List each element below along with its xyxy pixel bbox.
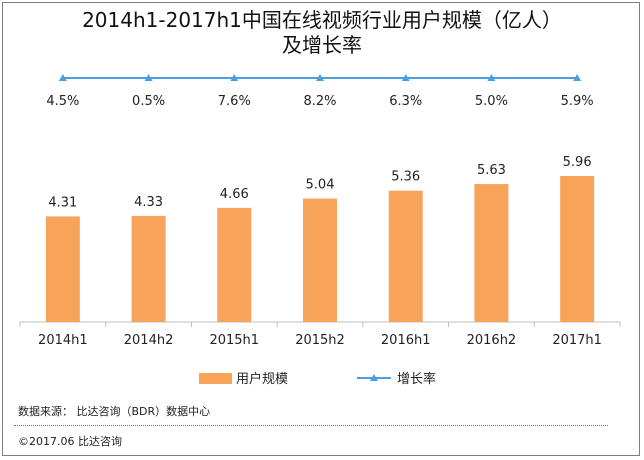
growth-rate-point [401, 74, 410, 81]
footer-divider [14, 425, 608, 426]
bar-value-label: 4.66 [220, 187, 249, 202]
legend-bar-label: 用户规模 [236, 371, 288, 387]
bar [474, 184, 509, 322]
growth-rate-label: 5.9% [561, 94, 594, 109]
growth-rate-label: 6.3% [389, 94, 422, 109]
chart-title-line-1: 2014h1-2017h1中国在线视频行业用户规模（亿人） [82, 8, 562, 32]
bar [303, 198, 337, 322]
growth-rate-point [230, 74, 239, 81]
x-tick-label: 2016h2 [467, 333, 517, 348]
legend-line-marker [370, 374, 378, 381]
x-tick-label: 2015h2 [295, 333, 345, 348]
bar [217, 207, 252, 322]
x-tick-label: 2015h1 [209, 333, 259, 348]
growth-rate-point [58, 74, 67, 81]
x-tick-label: 2016h1 [381, 333, 431, 348]
bar-value-label: 5.36 [391, 170, 420, 185]
bar-value-label: 5.63 [477, 163, 506, 178]
copyright: ©2017.06 比达咨询 [18, 435, 122, 448]
bar [131, 215, 166, 322]
bar [45, 216, 80, 322]
data-source: 数据来源： 比达咨询（BDR）数据中心 [18, 405, 211, 418]
legend-line-label: 增长率 [397, 371, 436, 387]
growth-rate-label: 4.5% [46, 94, 79, 109]
growth-rate-point [487, 74, 496, 81]
bar-value-label: 5.04 [306, 178, 335, 193]
bar-value-label: 4.33 [134, 195, 163, 210]
x-tick-label: 2014h2 [124, 333, 174, 348]
growth-rate-label: 0.5% [132, 94, 165, 109]
bar-value-label: 5.96 [563, 155, 592, 170]
growth-rate-label: 8.2% [303, 94, 336, 109]
legend-bar-swatch [199, 373, 232, 384]
growth-rate-point [573, 74, 582, 81]
growth-rate-label: 7.6% [218, 94, 251, 109]
chart-title: 2014h1-2017h1中国在线视频行业用户规模（亿人） 及增长率 [0, 8, 644, 58]
x-tick-label: 2017h1 [552, 333, 602, 348]
growth-rate-point [316, 74, 324, 81]
growth-rate-point [144, 74, 153, 81]
bar-value-label: 4.31 [48, 195, 77, 210]
bar [560, 175, 595, 322]
growth-rate-label: 5.0% [475, 94, 508, 109]
x-tick-label: 2014h1 [38, 333, 88, 348]
bar [388, 190, 423, 322]
chart-title-line-2: 及增长率 [282, 33, 362, 57]
